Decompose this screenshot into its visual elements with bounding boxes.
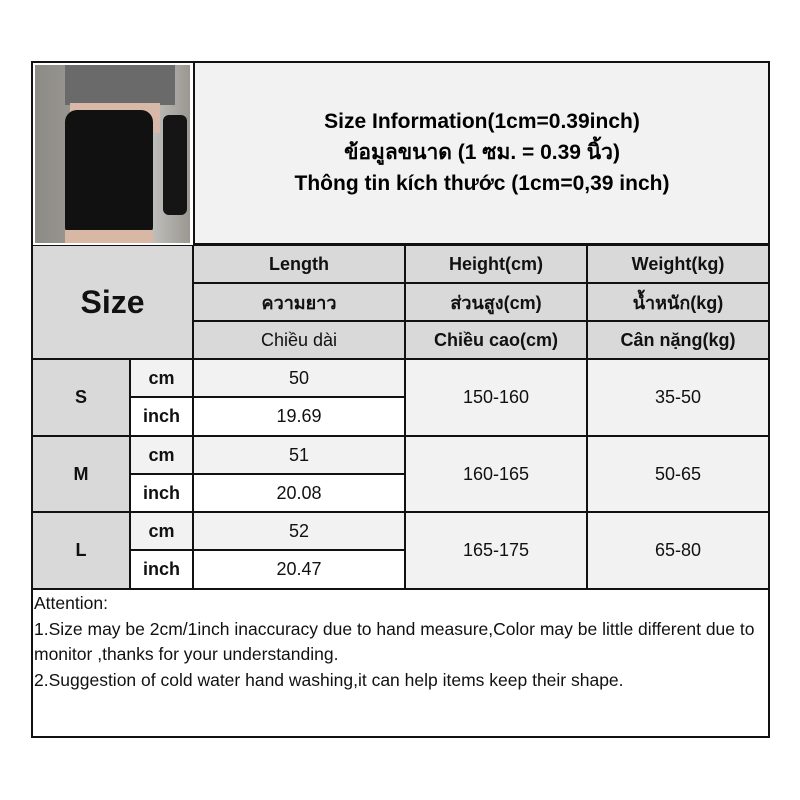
unit-inch: inch xyxy=(130,550,193,589)
weight-range: 50-65 xyxy=(587,436,769,512)
attention-heading: Attention: xyxy=(34,593,108,613)
weight-header-th: น้ำหนัก(kg) xyxy=(587,283,769,321)
height-header-vi: Chiều cao(cm) xyxy=(405,321,587,359)
unit-cm: cm xyxy=(130,359,193,397)
product-photo xyxy=(35,65,190,243)
weight-header-en: Weight(kg) xyxy=(587,245,769,283)
length-cm: 50 xyxy=(193,359,405,397)
height-header-en: Height(cm) xyxy=(405,245,587,283)
height-range: 150-160 xyxy=(405,359,587,436)
shorts-shape-2 xyxy=(163,115,187,215)
unit-cm: cm xyxy=(130,512,193,550)
length-header-en: Length xyxy=(193,245,405,283)
divider xyxy=(32,588,769,590)
size-s: S xyxy=(32,359,130,436)
size-m: M xyxy=(32,436,130,512)
shorts-shape xyxy=(65,110,153,235)
legs-shape xyxy=(65,230,153,243)
length-inch: 20.47 xyxy=(193,550,405,589)
attention-note-2: 2.Suggestion of cold water hand washing,… xyxy=(34,669,624,690)
attention-note-1: 1.Size may be 2cm/1inch inaccuracy due t… xyxy=(34,618,755,665)
length-cm: 52 xyxy=(193,512,405,550)
title-thai: ข้อมูลขนาด (1 ซม. = 0.39 นิ้ว) xyxy=(344,141,620,164)
weight-range: 65-80 xyxy=(587,512,769,589)
length-cm: 51 xyxy=(193,436,405,474)
length-inch: 19.69 xyxy=(193,397,405,436)
length-inch: 20.08 xyxy=(193,474,405,512)
unit-inch: inch xyxy=(130,397,193,436)
height-range: 160-165 xyxy=(405,436,587,512)
height-range: 165-175 xyxy=(405,512,587,589)
attention-notes: Attention: 1.Size may be 2cm/1inch inacc… xyxy=(34,591,764,693)
size-header: Size xyxy=(32,245,193,359)
title-english: Size Information(1cm=0.39inch) xyxy=(324,110,640,133)
shirt-shape xyxy=(65,65,175,105)
height-header-th: ส่วนสูง(cm) xyxy=(405,283,587,321)
size-info-title: Size Information(1cm=0.39inch) ข้อมูลขนา… xyxy=(193,62,769,245)
length-header-th: ความยาว xyxy=(193,283,405,321)
size-l: L xyxy=(32,512,130,589)
length-header-vi: Chiều dài xyxy=(193,321,405,359)
unit-cm: cm xyxy=(130,436,193,474)
unit-inch: inch xyxy=(130,474,193,512)
weight-header-vi: Cân nặng(kg) xyxy=(587,321,769,359)
title-vietnamese: Thông tin kích thước (1cm=0,39 inch) xyxy=(294,172,670,195)
weight-range: 35-50 xyxy=(587,359,769,436)
